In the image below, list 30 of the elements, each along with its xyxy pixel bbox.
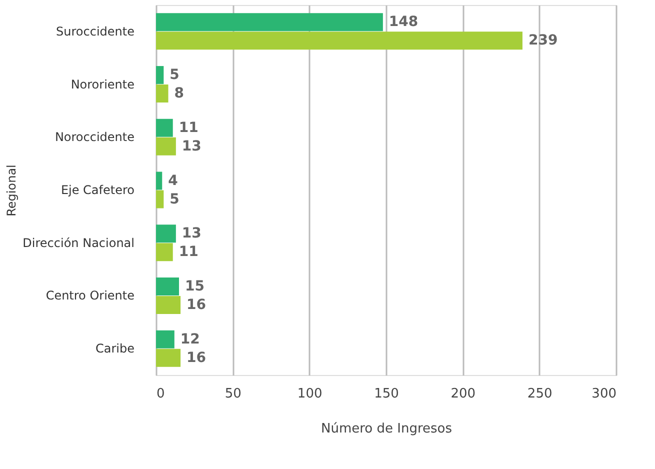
- x-tick-label: 200: [450, 386, 476, 402]
- data-label: 148: [388, 14, 418, 30]
- x-tick-label: 250: [527, 386, 552, 402]
- data-label: 13: [182, 138, 202, 154]
- x-tick-label: 50: [224, 386, 242, 402]
- x-axis-title: Número de Ingresos: [320, 422, 452, 436]
- y-tick-label: Eje Cafetero: [60, 183, 134, 197]
- data-label: 5: [170, 67, 180, 84]
- y-axis-title: Regional: [4, 164, 19, 216]
- x-tick-label: 100: [297, 386, 322, 402]
- y-tick-label: Centro Oriente: [46, 288, 134, 303]
- data-label: 13: [182, 226, 202, 242]
- y-tick-label: Noroccidente: [54, 130, 134, 144]
- data-label: 15: [185, 278, 204, 294]
- x-tick-label: 0: [156, 386, 165, 402]
- data-label: 4: [168, 172, 178, 189]
- y-tick-label: Dirección Nacional: [22, 236, 134, 250]
- y-tick-label: Suroccidente: [56, 24, 134, 38]
- data-label: 16: [186, 350, 206, 366]
- data-label: 16: [186, 296, 206, 313]
- x-tick-label: 300: [592, 386, 616, 402]
- data-label: 239: [528, 32, 558, 49]
- data-label: 8: [174, 86, 184, 102]
- data-label: 11: [178, 244, 198, 260]
- data-label: 12: [180, 331, 200, 348]
- y-tick-label: Caribe: [96, 342, 134, 356]
- x-tick-label: 150: [374, 386, 399, 402]
- data-label: 11: [178, 120, 198, 136]
- data-label: 5: [170, 191, 180, 208]
- y-tick-label: Nororiente: [70, 77, 134, 92]
